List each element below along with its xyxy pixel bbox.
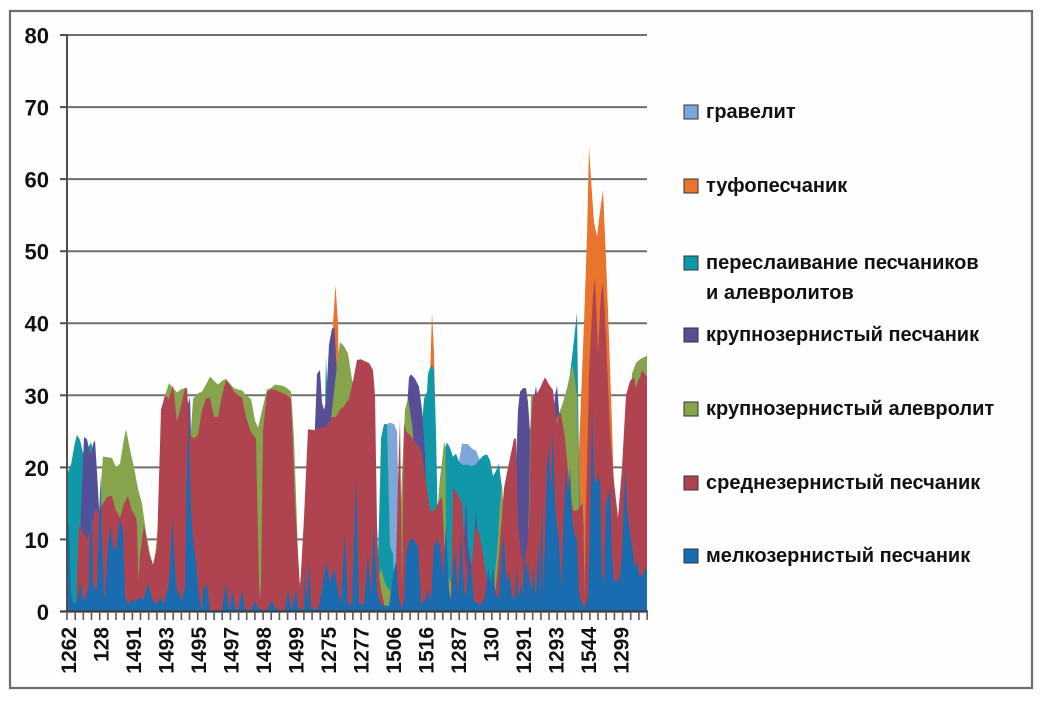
svg-text:туфопесчаник: туфопесчаник xyxy=(706,175,848,197)
svg-text:30: 30 xyxy=(25,384,49,409)
svg-text:60: 60 xyxy=(25,168,49,193)
svg-text:10: 10 xyxy=(25,528,49,553)
svg-text:1499: 1499 xyxy=(286,627,309,674)
svg-text:1516: 1516 xyxy=(416,627,439,674)
svg-text:1275: 1275 xyxy=(318,627,341,674)
svg-text:1299: 1299 xyxy=(611,627,634,674)
svg-text:1497: 1497 xyxy=(221,627,244,674)
svg-text:крупнозернистый алевролит: крупнозернистый алевролит xyxy=(706,398,994,420)
svg-text:1491: 1491 xyxy=(123,627,146,674)
svg-text:переслаивание песчаников: переслаивание песчаников xyxy=(706,252,979,274)
svg-text:1506: 1506 xyxy=(383,627,406,674)
svg-text:1291: 1291 xyxy=(513,627,536,674)
svg-text:1495: 1495 xyxy=(188,627,211,674)
svg-text:и алевролитов: и алевролитов xyxy=(706,282,854,304)
svg-text:крупнозернистый песчаник: крупнозернистый песчаник xyxy=(706,324,980,346)
svg-text:1277: 1277 xyxy=(351,627,374,674)
svg-text:1498: 1498 xyxy=(253,627,276,674)
svg-text:1293: 1293 xyxy=(546,627,569,674)
svg-text:50: 50 xyxy=(25,240,49,265)
svg-text:1262: 1262 xyxy=(58,627,81,674)
svg-text:130: 130 xyxy=(481,627,504,662)
svg-text:40: 40 xyxy=(25,312,49,337)
svg-text:1287: 1287 xyxy=(448,627,471,674)
svg-text:0: 0 xyxy=(37,600,49,625)
svg-text:70: 70 xyxy=(25,96,49,121)
svg-text:мелкозернистый песчаник: мелкозернистый песчаник xyxy=(706,545,971,567)
svg-text:80: 80 xyxy=(25,24,49,49)
svg-text:128: 128 xyxy=(91,627,114,662)
svg-text:1544: 1544 xyxy=(578,627,601,674)
svg-text:гравелит: гравелит xyxy=(706,101,796,123)
svg-text:20: 20 xyxy=(25,456,49,481)
svg-text:среднезернистый песчаник: среднезернистый песчаник xyxy=(706,472,981,494)
svg-text:1493: 1493 xyxy=(156,627,179,674)
